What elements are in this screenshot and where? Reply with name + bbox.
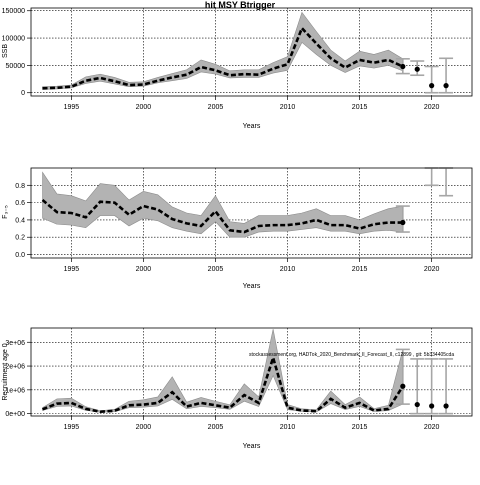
x-tick-label: 2020: [424, 104, 440, 111]
median-line: [41, 199, 403, 234]
forecast-point: [443, 83, 449, 89]
y-tick-label: 0e+00: [5, 411, 25, 418]
panel-2: 1995 2000 2005 2010 2015 2020 0.0 0.2 0.4 0.6 0.8 Y…: [2, 167, 473, 290]
x-axis-title: Years: [243, 283, 261, 290]
forecast-point: [414, 66, 420, 72]
y-tick-label: 0.4: [15, 217, 25, 224]
plot-frame: [30, 167, 473, 259]
forecast-point: [400, 63, 406, 70]
x-tick-label: 2005: [208, 424, 224, 431]
x-tick-label: 2015: [352, 424, 368, 431]
y-axis-title: F₃₋₅: [2, 205, 9, 219]
y-axis-title: SSB: [2, 44, 9, 58]
y-tick-label: 0.0: [15, 252, 25, 259]
x-tick-label: 2000: [136, 266, 152, 273]
x-tick-label: 2000: [136, 104, 152, 111]
y-tick-label: 100000: [2, 36, 25, 43]
x-tick-label: 2015: [352, 104, 368, 111]
forecast-point: [429, 403, 435, 409]
median-line: [42, 25, 404, 90]
x-tick-label: 2015: [352, 266, 368, 273]
x-axis-title: Years: [243, 123, 261, 130]
plot-frame: [30, 7, 473, 97]
x-tick-label: 1995: [64, 424, 80, 431]
x-tick-label: 2010: [280, 266, 296, 273]
forecast-point: [400, 219, 406, 226]
plot-frame: [30, 327, 473, 417]
panel-1: 1995 2000 2005 2010 2015 2020 0 50000 100000 1500…: [2, 7, 473, 130]
x-tick-label: 2020: [424, 266, 440, 273]
y-tick-label: 2e+06: [5, 364, 25, 371]
main-title: hit MSY Btrigger: [205, 0, 276, 10]
x-tick-label: 1995: [64, 104, 80, 111]
x-tick-label: 2000: [136, 424, 152, 431]
y-tick-label: 50000: [6, 63, 26, 70]
y-tick-label: 1e+06: [5, 387, 25, 394]
x-axis-title: Years: [243, 443, 261, 450]
x-tick-label: 2010: [280, 104, 296, 111]
x-tick-label: 2010: [280, 424, 296, 431]
x-tick-label: 2005: [208, 266, 224, 273]
median-line: [42, 353, 404, 414]
y-axis-title: Recruitment age 0: [2, 343, 9, 400]
x-tick-label: 1995: [64, 266, 80, 273]
panel-3: 1995 2000 2005 2010 2015 2020 0e+00 1e+06 2e+06 3…: [2, 327, 473, 450]
forecast-point: [443, 403, 449, 409]
x-tick-label: 2005: [208, 104, 224, 111]
x-tick-label: 2020: [424, 424, 440, 431]
y-tick-label: 0.2: [15, 235, 25, 242]
stockassessment-annotation: stockassessment.org, HADTok_2020_Benchma…: [249, 352, 454, 358]
forecast-point: [400, 383, 406, 389]
y-tick-label: 3e+06: [5, 340, 25, 347]
confidence-band: [42, 329, 404, 413]
y-tick-label: 150000: [2, 8, 25, 15]
forecast-point: [429, 83, 435, 89]
forecast-point: [414, 401, 420, 408]
y-tick-label: 0.8: [15, 183, 25, 190]
y-tick-label: 0: [21, 90, 25, 97]
y-tick-label: 0.6: [15, 200, 25, 207]
